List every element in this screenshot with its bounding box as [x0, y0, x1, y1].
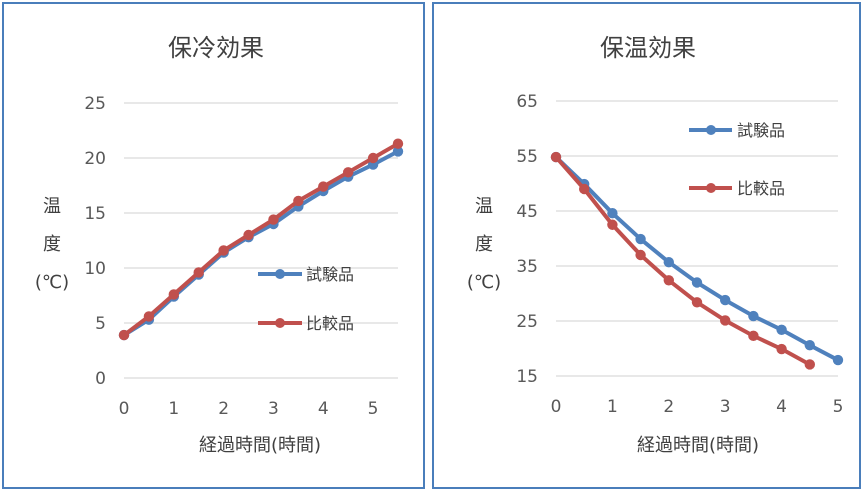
data-point: [118, 329, 130, 341]
data-point: [367, 152, 379, 164]
data-point: [392, 138, 404, 149]
chart-title: 保冷効果: [168, 34, 264, 62]
data-point: [318, 181, 329, 192]
y-axis-label-1: 温: [43, 196, 61, 217]
y-tick-label: 35: [516, 257, 538, 277]
y-tick-label: 15: [516, 367, 538, 387]
y-tick-label: 20: [84, 149, 106, 169]
x-tick-label: 5: [833, 397, 844, 417]
data-point: [607, 208, 618, 219]
data-point: [663, 275, 674, 286]
data-point: [691, 277, 703, 288]
gridlines: [556, 100, 838, 377]
data-point: [720, 315, 731, 326]
y-axis-label-3: (℃): [35, 272, 69, 293]
y-axis-label-2: 度: [43, 234, 61, 255]
y-axis-label-2: 度: [475, 234, 493, 255]
legend-label-test: 試験品: [737, 121, 785, 140]
data-point: [143, 311, 155, 322]
x-tick-label: 0: [551, 397, 562, 417]
x-tick-label: 4: [776, 397, 787, 417]
x-tick-label: 4: [318, 399, 329, 419]
series-compare: [550, 151, 815, 370]
data-point: [579, 183, 590, 195]
y-tick-label: 5: [95, 314, 106, 334]
x-tick-label: 0: [119, 399, 130, 419]
x-tick-label: 5: [368, 399, 379, 419]
legend-label-compare: 比較品: [306, 314, 354, 333]
data-point: [720, 294, 731, 306]
y-axis-label-3: (℃): [467, 272, 501, 293]
series-test: [118, 146, 404, 341]
data-point: [392, 146, 404, 157]
y-tick-label: 10: [84, 259, 106, 279]
legend-marker-test: [275, 269, 285, 279]
legend-marker-test: [706, 125, 716, 135]
data-point: [804, 359, 815, 370]
y-tick-label: 25: [84, 94, 106, 114]
data-point: [691, 297, 703, 308]
data-point: [748, 330, 759, 342]
series-line: [554, 155, 811, 367]
y-axis-label-1: 温: [475, 196, 493, 217]
legend-label-test: 試験品: [306, 265, 354, 284]
y-tick-label: 15: [84, 204, 106, 224]
y-tick-label: 0: [95, 369, 106, 389]
x-tick-label: 1: [607, 397, 618, 417]
data-point: [193, 267, 204, 278]
legend: 試験品 比較品: [258, 265, 354, 333]
x-tick-label: 1: [168, 399, 179, 419]
data-point: [635, 233, 646, 245]
chart-cold-svg: 保冷効果 温 度 (℃) 経過時間(時間) 0 5 10 15 20 25 0 1 2 3 4 5 試…: [35, 34, 404, 456]
chart-panel-cold: 保冷効果 温 度 (℃) 経過時間(時間) 0 5 10 15 20 25 0 1 2 3 4 5 試…: [2, 2, 425, 489]
data-point: [607, 219, 618, 230]
y-tick-label: 45: [516, 202, 538, 222]
data-point: [218, 245, 229, 256]
data-point: [748, 310, 759, 322]
data-point: [635, 249, 646, 261]
y-tick-label: 65: [516, 92, 538, 112]
x-tick-label: 2: [218, 399, 229, 419]
x-tick-label: 2: [663, 397, 674, 417]
legend-marker-compare: [706, 183, 716, 193]
x-tick-label: 3: [720, 397, 731, 417]
chart-panel-warm: 保温効果 温 度 (℃) 経過時間(時間) 15 25 35 45 55 65 0 1 2 3 4 5…: [432, 2, 861, 489]
legend-marker-compare: [275, 318, 285, 328]
data-point: [268, 214, 279, 225]
y-tick-label: 55: [516, 147, 538, 167]
x-axis-label: 経過時間(時間): [199, 435, 321, 456]
data-point: [243, 229, 254, 241]
data-point: [168, 289, 180, 300]
x-tick-label: 3: [268, 399, 279, 419]
legend-label-compare: 比較品: [737, 179, 785, 198]
y-tick-label: 25: [516, 312, 538, 332]
data-point: [832, 354, 844, 366]
data-point: [342, 167, 354, 178]
x-axis-label: 経過時間(時間): [637, 435, 759, 456]
data-point: [804, 340, 815, 351]
chart-title: 保温効果: [600, 34, 696, 62]
legend: 試験品 比較品: [689, 121, 785, 198]
data-point: [550, 151, 562, 163]
data-point: [776, 324, 787, 335]
series-compare: [118, 138, 404, 341]
gridlines: [124, 102, 398, 379]
data-point: [663, 256, 674, 268]
data-point: [776, 343, 787, 355]
data-point: [293, 195, 304, 207]
series-test: [550, 151, 844, 366]
series-line: [122, 149, 399, 337]
